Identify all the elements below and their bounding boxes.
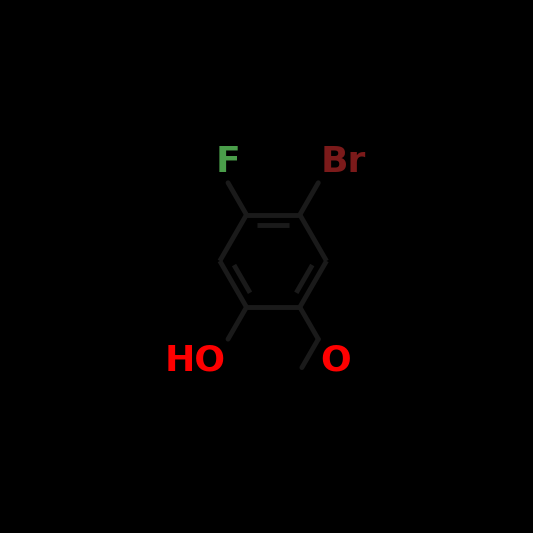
Text: F: F: [216, 144, 240, 179]
Text: O: O: [320, 343, 351, 377]
Text: HO: HO: [165, 343, 226, 377]
Text: Br: Br: [320, 146, 366, 180]
